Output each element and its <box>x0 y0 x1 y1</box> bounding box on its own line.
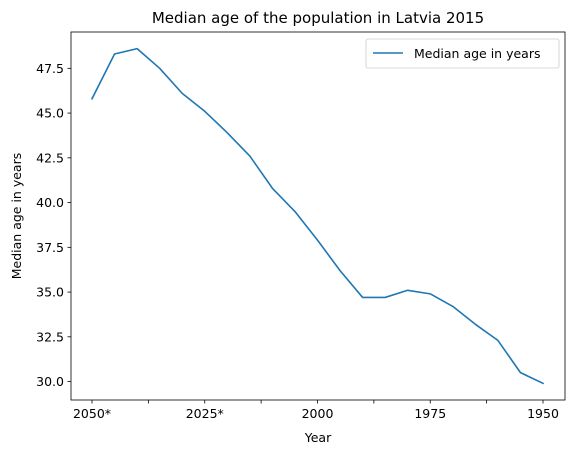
y-tick-label: 47.5 <box>36 61 64 76</box>
x-tick-label: 2000 <box>302 406 334 421</box>
y-tick-label: 42.5 <box>36 150 64 165</box>
legend: Median age in years <box>365 38 560 69</box>
y-tick-label: 30.0 <box>36 374 64 389</box>
x-tick-label: 2050* <box>73 406 111 421</box>
y-axis-ticks: 30.0 32.5 35.0 37.5 40.0 42.5 45.0 47.5 <box>36 61 71 389</box>
x-axis-label: Year <box>304 430 332 445</box>
legend-box <box>365 38 560 69</box>
x-axis-ticks: 2050* 2025* 2000 1975 1950 <box>73 400 559 421</box>
y-tick-label: 45.0 <box>36 106 64 121</box>
x-tick-label: 2025* <box>186 406 224 421</box>
legend-label: Median age in years <box>414 46 540 61</box>
y-tick-label: 35.0 <box>36 285 64 300</box>
plot-frame <box>70 31 566 401</box>
y-tick-label: 32.5 <box>36 329 64 344</box>
y-tick-label: 40.0 <box>36 195 64 210</box>
series-line <box>90 47 545 385</box>
x-tick-label: 1950 <box>527 406 559 421</box>
y-tick-label: 37.5 <box>36 240 64 255</box>
x-tick-label: 1975 <box>414 406 446 421</box>
y-axis-label: Median age in years <box>9 153 24 279</box>
chart-title: Median age of the population in Latvia 2… <box>152 9 484 27</box>
